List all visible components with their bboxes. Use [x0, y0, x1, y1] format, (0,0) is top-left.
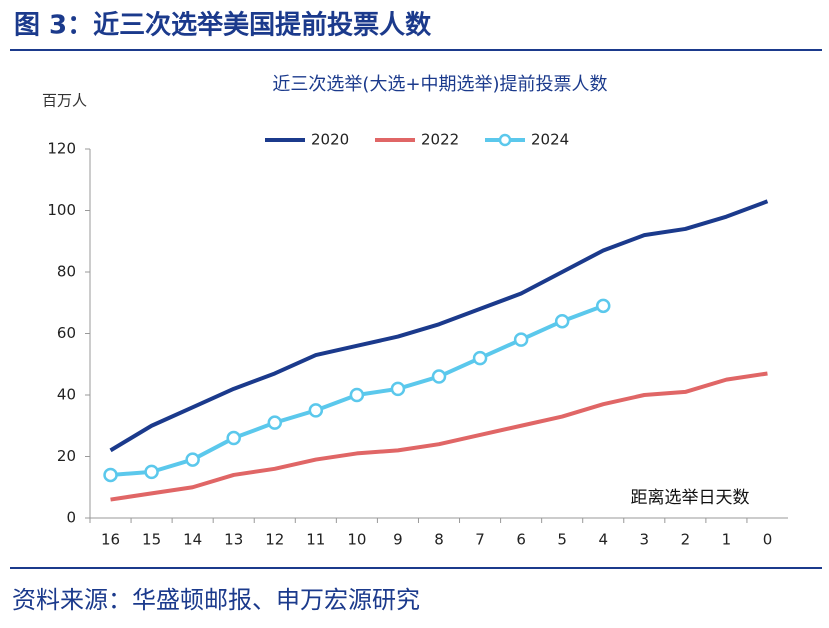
point	[349, 387, 365, 403]
point	[144, 464, 159, 480]
point	[390, 381, 406, 397]
x-tick-label: 2	[681, 531, 691, 549]
legend-label: 2024	[531, 131, 569, 149]
page-title: 图 3：近三次选举美国提前投票人数	[14, 10, 432, 41]
series-line	[110, 371, 768, 502]
point	[185, 452, 200, 467]
y-tick-label: 60	[57, 324, 76, 342]
chart-title: 近三次选举(大选+中期选举)提前投票人数	[272, 74, 607, 95]
x-tick-label: 0	[763, 531, 773, 549]
x-tick-label: 4	[598, 531, 608, 549]
y-tick-label: 80	[57, 263, 76, 281]
x-tick-label: 3	[640, 531, 650, 549]
legend-label: 2022	[421, 131, 459, 149]
x-tick-label: 6	[516, 531, 526, 549]
x-tick-label: 14	[183, 531, 202, 549]
x-tick-label: 5	[557, 531, 567, 549]
point	[267, 415, 283, 430]
point	[554, 313, 570, 329]
y-tick-label: 20	[57, 447, 76, 465]
x-tick-label: 7	[475, 531, 485, 549]
legend-marker	[498, 133, 512, 147]
series-line	[109, 199, 769, 453]
point	[595, 298, 611, 314]
x-tick-label: 15	[142, 531, 161, 549]
y-tick-label: 40	[57, 386, 76, 404]
point	[103, 467, 118, 483]
x-tick-label: 9	[393, 531, 403, 549]
y-tick-label: 120	[47, 140, 76, 158]
x-tick-label: 12	[265, 531, 284, 549]
x-tick-label: 16	[101, 531, 120, 549]
x-tick-label: 13	[224, 531, 243, 549]
y-axis-label: 百万人	[42, 92, 87, 110]
source: 资料来源：华盛顿邮报、申万宏源研究	[12, 586, 420, 614]
point	[308, 403, 324, 418]
y-tick-label: 0	[66, 509, 76, 527]
x-tick-label: 11	[306, 531, 325, 549]
point	[226, 430, 241, 446]
x-tick-label: 8	[434, 531, 444, 549]
legend-label: 2020	[311, 131, 349, 149]
x-tick-label: 1	[722, 531, 732, 549]
y-tick-label: 100	[47, 201, 76, 219]
point	[431, 369, 447, 384]
x-tick-label: 10	[347, 531, 366, 549]
x-axis-label: 距离选举日天数	[631, 488, 750, 508]
point	[513, 332, 529, 347]
point	[472, 350, 488, 366]
